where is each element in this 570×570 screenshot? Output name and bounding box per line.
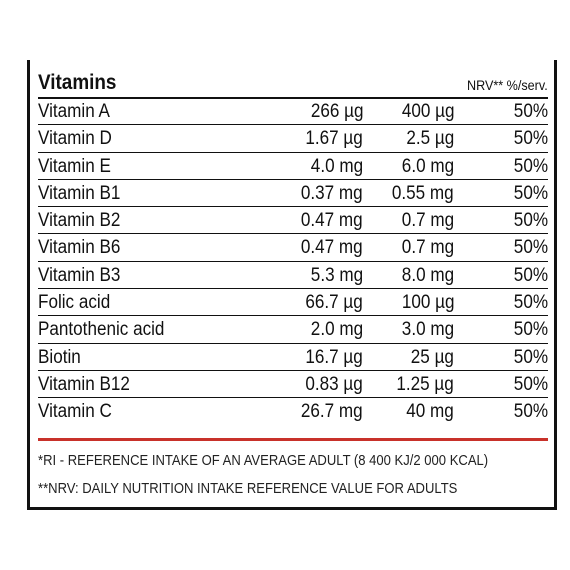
nrv-amount: 8.0 mg [401, 264, 454, 286]
nrv-amount: 100 µg [401, 292, 454, 314]
nrv-percent: 50% [513, 237, 548, 259]
vitamin-name: Vitamin B3 [38, 264, 121, 286]
table-row: Vitamin B12 0.83 µg 1.25 µg 50% [38, 371, 548, 399]
nrv-column-header: NRV** %/serv. [467, 77, 548, 93]
nrv-amount: 0.55 mg [392, 182, 454, 204]
amount-per-serving: 1.67 µg [305, 128, 363, 150]
table-row: Vitamin B3 5.3 mg 8.0 mg 50% [38, 262, 548, 290]
table-row: Vitamin B1 0.37 mg 0.55 mg 50% [38, 180, 548, 208]
table-row: Vitamin D 1.67 µg 2.5 µg 50% [38, 125, 548, 153]
nrv-amount: 25 µg [410, 346, 454, 368]
table-row: Vitamin A 266 µg 400 µg 50% [38, 98, 548, 126]
nrv-percent: 50% [513, 373, 548, 395]
nrv-amount: 1.25 µg [396, 373, 454, 395]
amount-per-serving: 16.7 µg [305, 346, 363, 368]
amount-per-serving: 5.3 mg [310, 264, 363, 286]
table-row: Folic acid 66.7 µg 100 µg 50% [38, 289, 548, 317]
amount-per-serving: 4.0 mg [310, 155, 363, 177]
nrv-amount: 40 mg [406, 401, 454, 423]
amount-per-serving: 0.47 mg [301, 210, 363, 232]
vitamin-name: Vitamin B1 [38, 182, 121, 204]
table-header: Vitamins NRV** %/serv. [38, 70, 548, 96]
amount-per-serving: 0.47 mg [301, 237, 363, 259]
nrv-amount: 3.0 mg [401, 319, 454, 341]
nrv-amount: 400 µg [401, 101, 454, 122]
vitamin-name: Biotin [38, 346, 81, 368]
nrv-percent: 50% [513, 128, 548, 150]
footnote-ri: *RI - REFERENCE INTAKE OF AN AVERAGE ADU… [38, 453, 489, 469]
amount-per-serving: 0.37 mg [301, 182, 363, 204]
table-row: Vitamin B6 0.47 mg 0.7 mg 50% [38, 234, 548, 262]
nrv-percent: 50% [513, 319, 548, 341]
table-row: Biotin 16.7 µg 25 µg 50% [38, 344, 548, 371]
vitamin-name: Vitamin B6 [38, 237, 121, 259]
amount-per-serving: 2.0 mg [310, 319, 363, 341]
nrv-amount: 6.0 mg [401, 155, 454, 177]
vitamin-name: Vitamin B2 [38, 210, 121, 232]
vitamin-name: Vitamin C [38, 401, 112, 423]
vitamin-name: Vitamin D [38, 128, 112, 150]
header-divider [38, 97, 548, 99]
nrv-percent: 50% [513, 155, 548, 177]
nrv-percent: 50% [513, 264, 548, 286]
nrv-amount: 0.7 mg [401, 237, 454, 259]
table-row: Vitamin E 4.0 mg 6.0 mg 50% [38, 153, 548, 180]
amount-per-serving: 26.7 mg [301, 401, 363, 423]
amount-per-serving: 266 µg [310, 101, 363, 122]
amount-per-serving: 0.83 µg [305, 373, 363, 395]
vitamin-rows: Vitamin A 266 µg 400 µg 50% Vitamin D 1.67 µg… [38, 98, 548, 426]
footnote-divider [38, 438, 548, 441]
nrv-percent: 50% [513, 210, 548, 232]
table-row: Vitamin B2 0.47 mg 0.7 mg 50% [38, 207, 548, 235]
vitamin-name: Pantothenic acid [38, 319, 165, 341]
vitamin-name: Vitamin B12 [38, 373, 130, 395]
nrv-percent: 50% [513, 346, 548, 368]
amount-per-serving: 66.7 µg [305, 292, 363, 314]
vitamin-name: Vitamin E [38, 155, 111, 177]
nrv-amount: 0.7 mg [401, 210, 454, 232]
vitamin-name: Vitamin A [38, 101, 110, 122]
nrv-percent: 50% [513, 401, 548, 423]
vitamin-name: Folic acid [38, 292, 111, 314]
nutrition-label-panel: Vitamins NRV** %/serv. Vitamin A 266 µg 40… [27, 60, 557, 510]
table-title: Vitamins [38, 71, 117, 94]
nrv-percent: 50% [513, 292, 548, 314]
footnote-nrv: **NRV: DAILY NUTRITION INTAKE REFERENCE … [38, 481, 458, 497]
nrv-percent: 50% [513, 101, 548, 122]
nrv-amount: 2.5 µg [406, 128, 454, 150]
table-row: Pantothenic acid 2.0 mg 3.0 mg 50% [38, 316, 548, 344]
nrv-percent: 50% [513, 182, 548, 204]
table-row: Vitamin C 26.7 mg 40 mg 50% [38, 398, 548, 425]
